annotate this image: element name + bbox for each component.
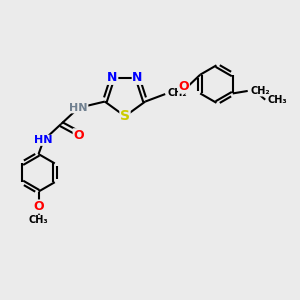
Text: O: O bbox=[73, 129, 84, 142]
Text: HN: HN bbox=[69, 103, 88, 113]
Text: CH₂: CH₂ bbox=[168, 88, 187, 98]
Text: HN: HN bbox=[34, 135, 53, 145]
Text: S: S bbox=[120, 109, 130, 123]
Text: CH₃: CH₃ bbox=[29, 215, 48, 225]
Text: CH₃: CH₃ bbox=[268, 95, 287, 105]
Text: O: O bbox=[33, 200, 44, 213]
Text: N: N bbox=[132, 71, 143, 84]
Text: CH₂: CH₂ bbox=[250, 86, 270, 96]
Text: N: N bbox=[107, 71, 118, 84]
Text: O: O bbox=[178, 80, 189, 93]
